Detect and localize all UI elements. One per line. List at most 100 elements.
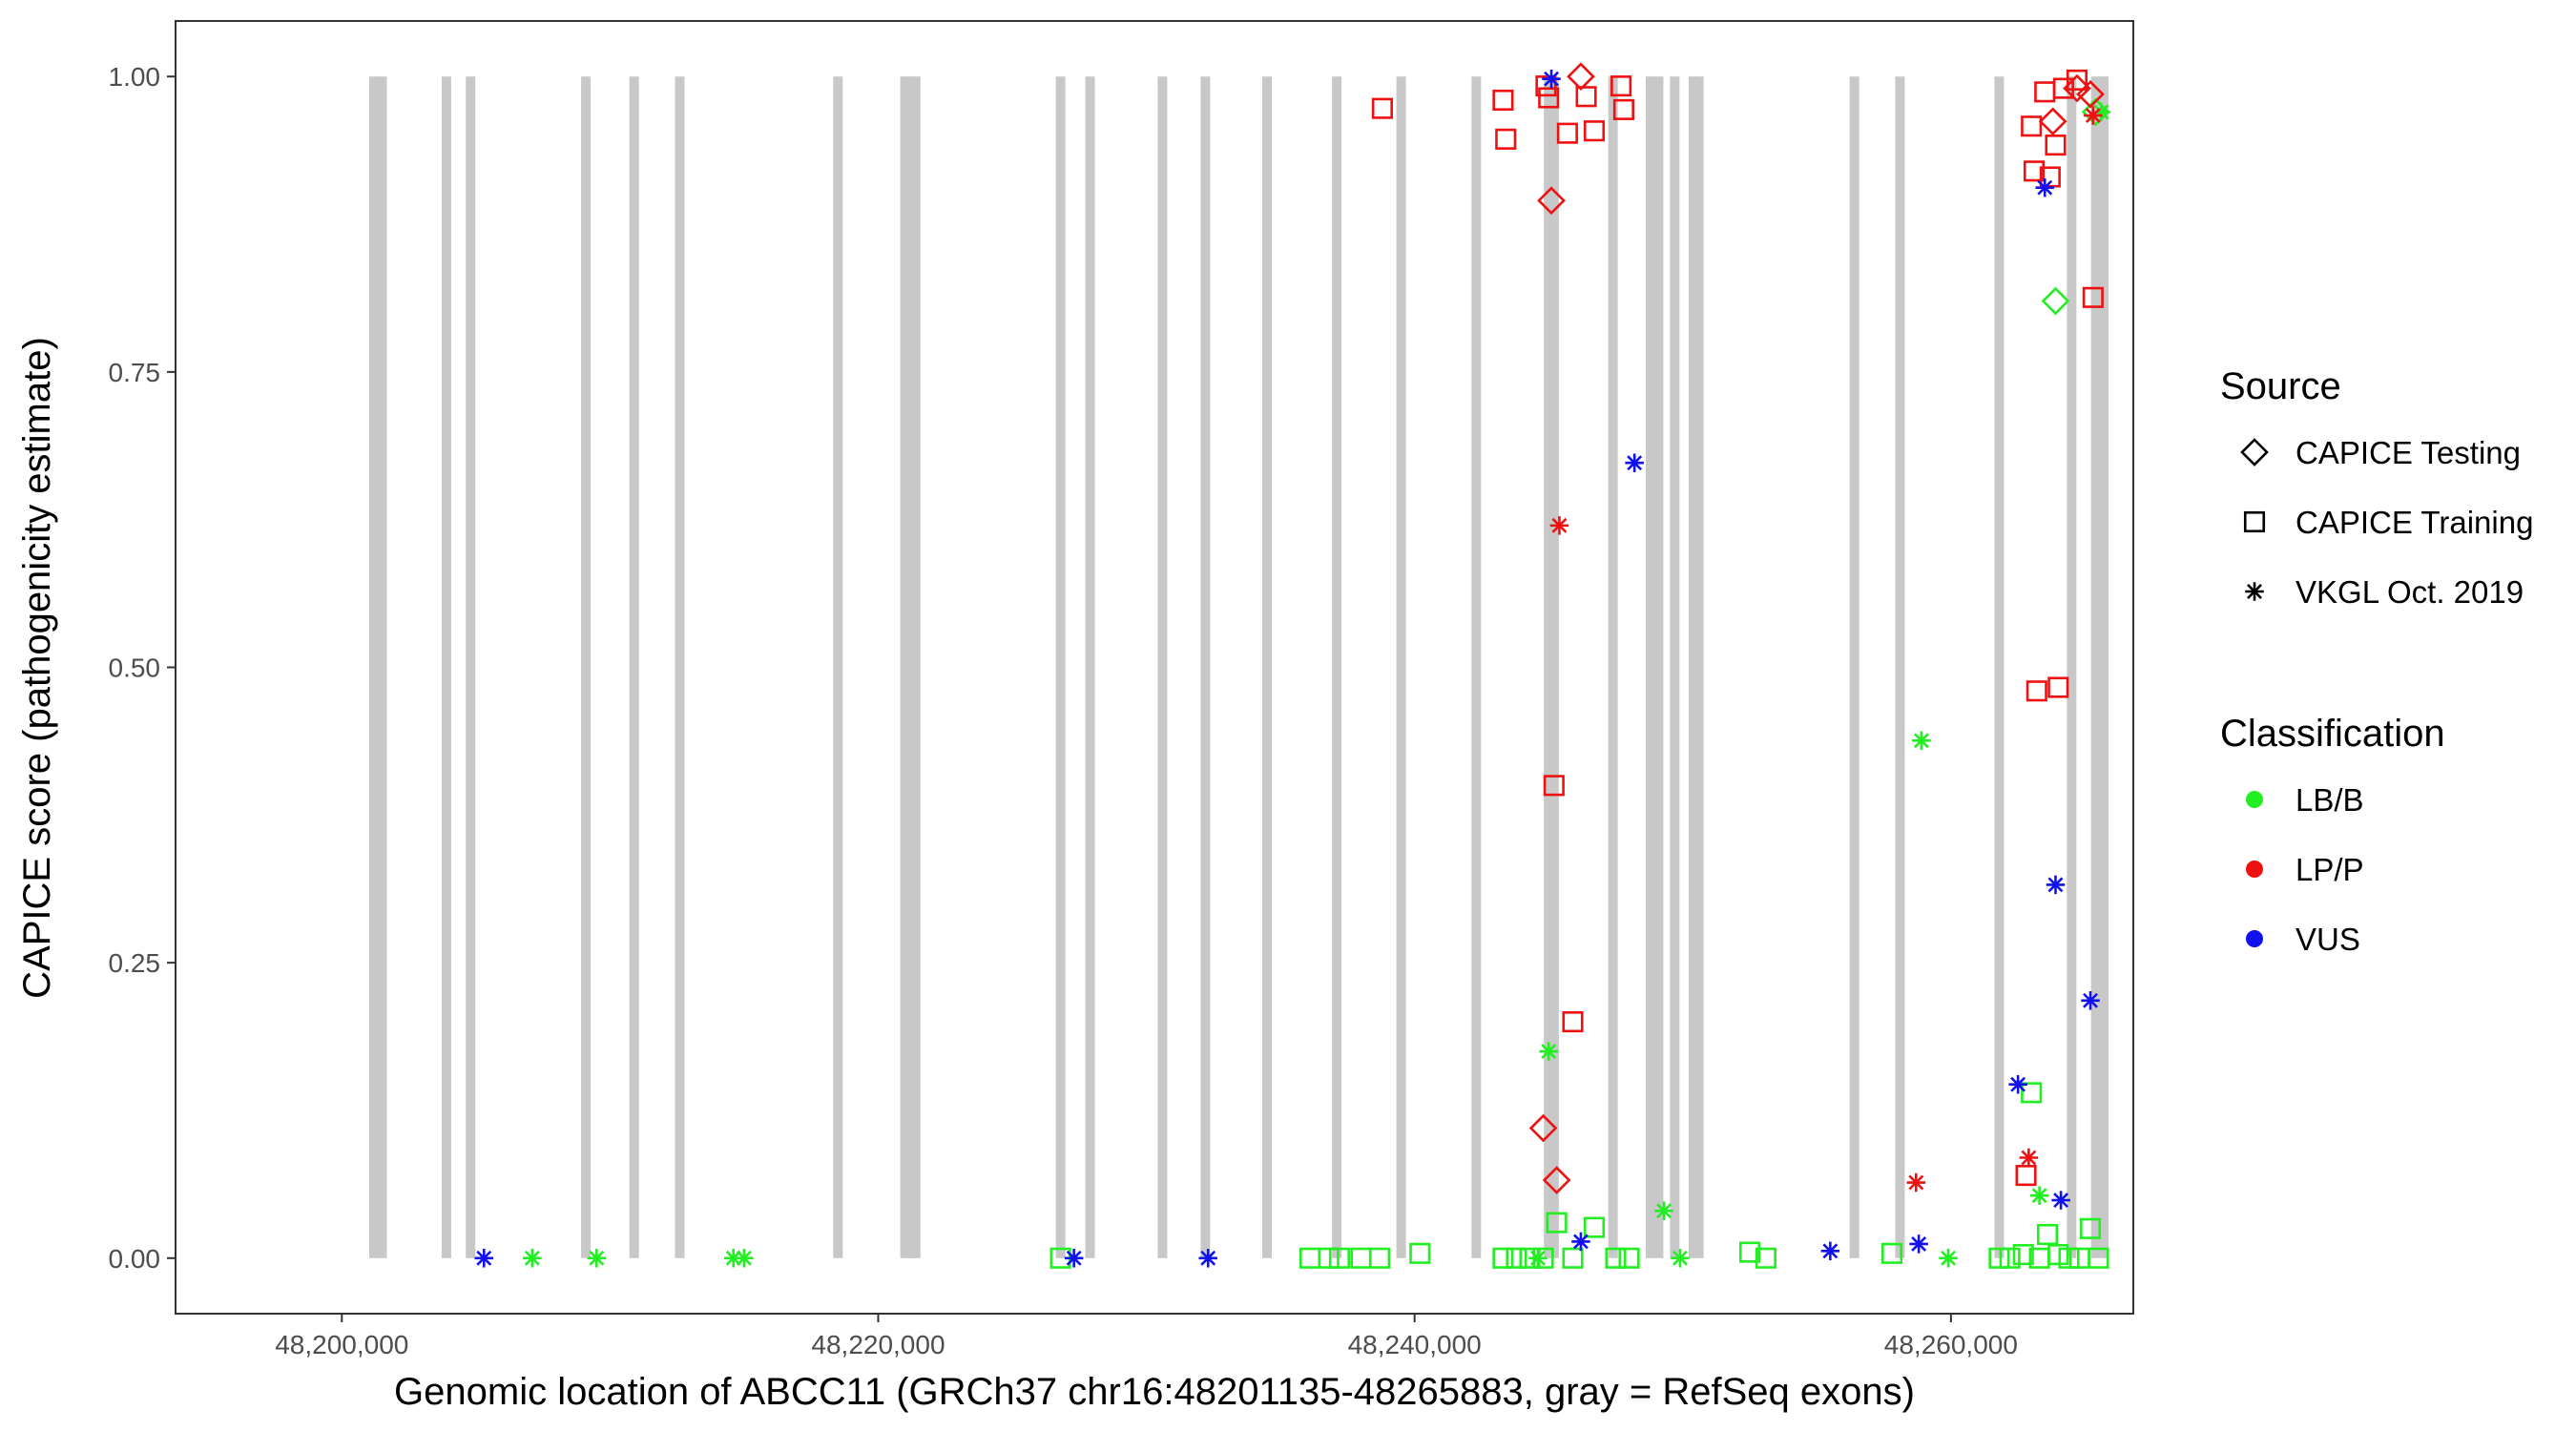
data-point [1542,69,1561,89]
data-point-square [1495,128,1517,150]
data-point-square [1546,1212,1568,1234]
data-point-square [2047,1244,2069,1266]
data-point-square [1999,1247,2021,1269]
data-point-square [1610,75,1632,97]
y-axis: 0.00 0.25 0.50 0.75 1.00 [109,62,176,1274]
data-point-square [1535,75,1557,97]
data-point-stroke [1551,517,1568,533]
data-point-square [1575,86,1597,108]
exon-band [1157,76,1168,1258]
exon-band [1544,76,1554,1258]
data-point-stroke [2010,1076,2026,1092]
data-point-stroke [1911,1235,1927,1252]
legend-key-classification [2246,930,2263,947]
data-point [2025,680,2047,702]
exon-band [2067,76,2077,1258]
data-point-stroke [2083,992,2098,1008]
exon-band [1548,76,1559,1258]
exon-band [1994,76,2005,1258]
data-points [474,62,2111,1269]
data-point [2082,286,2104,308]
data-point-square [1583,120,1606,142]
x-tick-label: 48,240,000 [1348,1330,1482,1359]
data-point-stroke [1822,1243,1839,1259]
exon-band [675,76,685,1258]
data-point-square [2012,1244,2034,1266]
data-point-stroke [1200,1250,1216,1266]
data-point-stroke [476,1250,492,1266]
x-axis-title: Genomic location of ABCC11 (GRCh37 chr16… [394,1371,1915,1413]
legend-label-classification: LB/B [2296,782,2364,818]
data-point-square [2025,680,2047,702]
exon-band [1055,76,1066,1258]
exon-band [1646,76,1656,1258]
data-point-square [1492,1247,1514,1269]
data-point-stroke [1941,1250,1956,1266]
data-point-stroke [1672,1250,1688,1266]
legend-key-source [2243,510,2266,533]
data-point-stroke [524,1250,540,1266]
data-point [1371,97,1393,119]
data-point-square [1618,1247,1640,1269]
data-point [1575,86,1597,108]
legend-title-classification: Classification [2220,713,2445,755]
plot-background [176,21,2133,1314]
data-point [2047,676,2069,698]
data-point [2051,1191,2070,1210]
exon-band [900,76,910,1258]
data-point-square [2047,676,2069,698]
exon-band [1262,76,1273,1258]
data-point-square [2015,1165,2037,1187]
data-point-stroke [2037,179,2053,196]
data-point [1492,1247,1514,1269]
exon-band [1693,76,1704,1258]
data-point-square [1605,1247,1627,1269]
data-point [1671,1249,1690,1268]
data-point [2047,1244,2069,1266]
data-point [474,1249,494,1268]
exon-band [377,76,387,1258]
data-point [735,1249,754,1268]
data-point [1610,75,1632,97]
data-point-square [1543,775,1565,797]
y-tick-label: 0.75 [109,358,161,387]
data-point [1537,186,1566,216]
exon-band [1689,76,1699,1258]
data-point-diamond [1528,1113,1558,1143]
data-point [1562,1247,1584,1269]
data-point [2021,1082,2043,1104]
data-point [1318,1247,1340,1269]
y-tick-label: 0.00 [109,1244,161,1274]
data-point-square [2058,1247,2080,1269]
data-point [1546,1212,1568,1234]
exon-band [1085,76,1095,1258]
data-point-square [1409,1242,1431,1264]
y-tick-label: 0.25 [109,948,161,978]
data-point-stroke [2047,877,2064,893]
data-point-square [1562,1011,1584,1033]
data-point-diamond [1542,1166,1571,1194]
data-point [1912,731,1931,751]
data-point [1369,1247,1391,1269]
exon-band [1396,76,1406,1258]
data-point [1571,1232,1590,1252]
data-point [2012,1244,2034,1266]
data-point [1495,128,1517,150]
exon-band [1471,76,1482,1258]
data-point-square [1506,1247,1527,1269]
legend-key-classification [2246,791,2263,808]
data-point [1909,1234,1928,1254]
data-point [2019,1148,2039,1168]
data-point [1906,1172,1926,1192]
data-point-square [1988,1247,2010,1269]
data-point-square [1538,87,1560,109]
exon-band [2090,76,2101,1258]
exon-bands [369,76,2109,1258]
legend-label-source: CAPICE Training [2296,505,2533,540]
data-point [1583,120,1606,142]
data-point-square [2066,69,2088,91]
data-point [1612,98,1634,120]
data-point [2088,1247,2109,1269]
data-point-stroke [725,1250,741,1266]
